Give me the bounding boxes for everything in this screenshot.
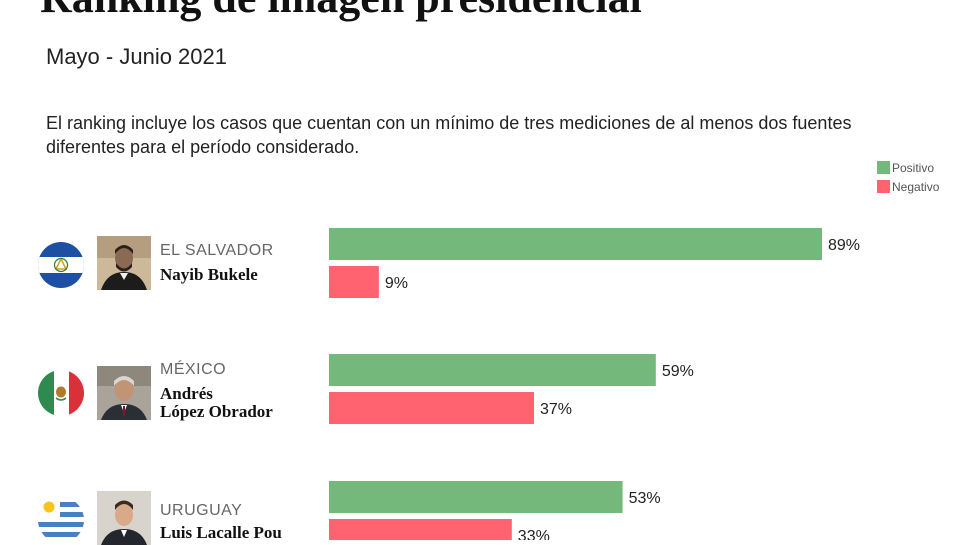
bar-positive [329, 481, 623, 513]
ranking-row-el-salvador: EL SALVADOR Nayib Bukele [0, 0, 975, 290]
president-name: Luis Lacalle Pou [160, 523, 282, 542]
data-label-positive: 89% [828, 237, 860, 254]
uruguay-flag-icon [38, 497, 84, 543]
andres-lopez-obrador-photo [97, 366, 151, 420]
nayib-bukele-photo [97, 236, 151, 290]
legend-label-positive: Positivo [892, 160, 935, 175]
data-label-positive: 59% [662, 363, 694, 380]
data-label-negative: 9% [385, 275, 408, 292]
legend-swatch-negative [877, 180, 890, 193]
chart-subtitle: Mayo - Junio 2021 [46, 44, 227, 69]
data-label-negative: 37% [540, 401, 572, 418]
legend-item-positive: Positivo [877, 158, 939, 177]
chart-title: Ranking de imagen presidencial [40, 0, 642, 23]
mexico-flag-icon [38, 370, 84, 416]
legend-swatch-positive [877, 161, 890, 174]
country-label: MÉXICO [160, 361, 227, 378]
bar-negative [329, 392, 534, 424]
bar-negative [329, 519, 512, 540]
country-label: EL SALVADOR [160, 242, 274, 259]
bar-positive [329, 354, 656, 386]
bar-negative [329, 266, 379, 298]
president-name: Andrés López Obrador [160, 384, 273, 421]
legend-item-negative: Negativo [877, 177, 939, 196]
country-label: URUGUAY [160, 502, 243, 519]
chart-note: El ranking incluye los casos que cuentan… [46, 113, 852, 157]
data-label-positive: 53% [629, 490, 661, 507]
el-salvador-flag-icon [38, 242, 84, 288]
legend: Positivo Negativo [877, 158, 939, 196]
data-label-negative: 33% [518, 528, 550, 540]
luis-lacalle-pou-photo [97, 491, 151, 545]
ranking-row-mexico: MÉXICO Andrés López Obrador [0, 0, 975, 421]
bar-positive [329, 228, 822, 260]
legend-label-negative: Negativo [892, 179, 940, 194]
president-name: Nayib Bukele [160, 265, 258, 284]
